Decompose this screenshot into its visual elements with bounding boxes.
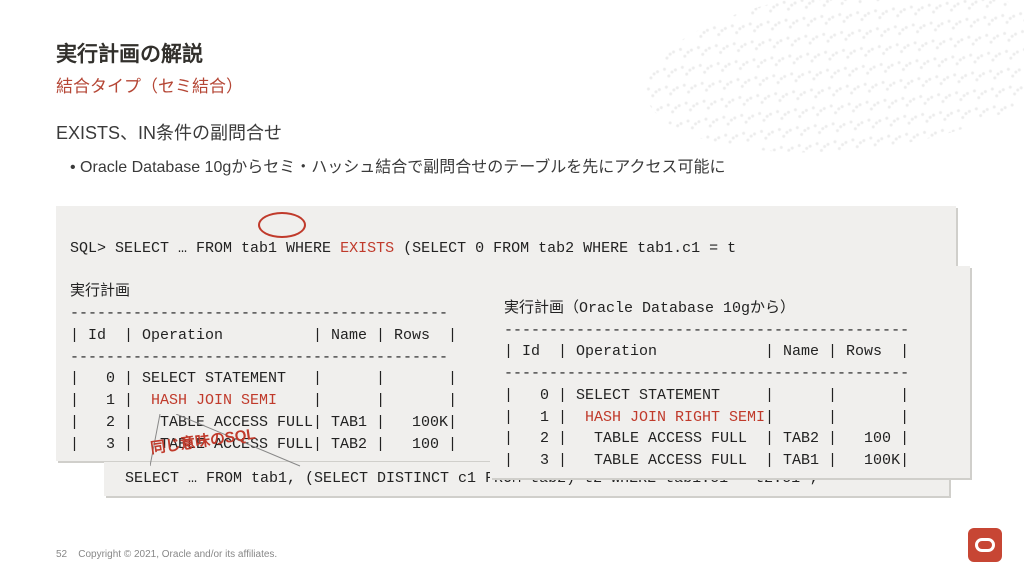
plan-left-r1b: HASH JOIN SEMI [151, 392, 277, 409]
plan-right-r1c: | | | [765, 409, 909, 426]
section-heading: EXISTS、IN条件の副問合せ [56, 119, 968, 145]
plan-left-header: | Id | Operation | Name | Rows | [70, 327, 457, 344]
plan-right-sep2: ----------------------------------------… [504, 365, 909, 382]
sql-pre2: WHERE [277, 240, 340, 257]
plan-right-r1a: | 1 | [504, 409, 585, 426]
plan-left-r1c: | | | [277, 392, 457, 409]
code-box-right: 実行計画（Oracle Database 10gから） ------------… [490, 266, 970, 478]
plan-left-sep2: ----------------------------------------… [70, 349, 448, 366]
slide-title: 実行計画の解説 [56, 38, 968, 68]
plan-right-r3: | 3 | TABLE ACCESS FULL | TAB1 | 100K| [504, 452, 909, 469]
slide: 実行計画の解説 結合タイプ（セミ結合） EXISTS、IN条件の副問合せ Ora… [0, 0, 1024, 576]
bullet-text: Oracle Database 10gからセミ・ハッシュ結合で副問合せのテーブル… [70, 153, 968, 177]
sql-exists: EXISTS [340, 240, 394, 257]
plan-right-r0: | 0 | SELECT STATEMENT | | | [504, 387, 909, 404]
plan-left-sep1: ----------------------------------------… [70, 305, 448, 322]
sql-pre1: SQL> SELECT … FROM [70, 240, 241, 257]
oracle-logo [968, 528, 1002, 562]
plan-left-r2: | 2 | TABLE ACCESS FULL| TAB1 | 100K| [70, 414, 457, 431]
plan-right-sep1: ----------------------------------------… [504, 322, 909, 339]
plan-right-label: 実行計画（Oracle Database 10gから） [504, 300, 795, 317]
plan-left-label: 実行計画 [70, 283, 130, 300]
plan-right-r2: | 2 | TABLE ACCESS FULL | TAB2 | 100 | [504, 430, 909, 447]
slide-subtitle: 結合タイプ（セミ結合） [56, 72, 968, 97]
plan-right-header: | Id | Operation | Name | Rows | [504, 343, 909, 360]
plan-left-r0: | 0 | SELECT STATEMENT | | | [70, 370, 457, 387]
sql-tab1: tab1 [241, 240, 277, 257]
page-number: 52 [56, 549, 67, 560]
copyright: Copyright © 2021, Oracle and/or its affi… [78, 549, 277, 560]
plan-right-r1b: HASH JOIN RIGHT SEMI [585, 409, 765, 426]
plan-left-r3: | 3 | TABLE ACCESS FULL| TAB2 | 100 | [70, 436, 457, 453]
tab1-circle-annotation [258, 212, 306, 238]
plan-left-r1a: | 1 | [70, 392, 151, 409]
sql-post: (SELECT 0 FROM tab2 WHERE tab1.c1 = t [394, 240, 736, 257]
oracle-logo-o-icon [975, 538, 995, 552]
footer: 52 Copyright © 2021, Oracle and/or its a… [56, 549, 277, 560]
